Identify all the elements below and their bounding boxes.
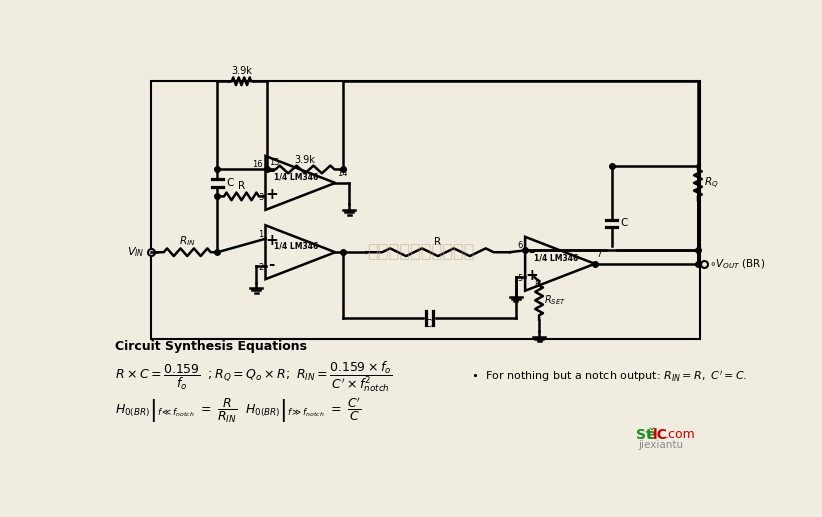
Text: $R \times C = \dfrac{0.159}{f_o}\ \ ;R_Q = Q_o \times R;\ R_{IN} = \dfrac{0.159 : $R \times C = \dfrac{0.159}{f_o}\ \ ;R_Q… <box>115 359 392 394</box>
Text: +: + <box>525 268 538 283</box>
Text: -: - <box>529 245 534 260</box>
Text: 3: 3 <box>258 193 263 203</box>
Text: 14: 14 <box>337 169 348 178</box>
Text: Circuit Synthesis Equations: Circuit Synthesis Equations <box>115 340 307 353</box>
Text: 5: 5 <box>518 275 523 283</box>
Text: 1/4 LM346: 1/4 LM346 <box>275 241 319 251</box>
Text: C: C <box>621 218 628 229</box>
Text: lC: lC <box>653 428 667 442</box>
Text: 7: 7 <box>597 250 602 259</box>
Text: St: St <box>636 428 653 442</box>
Text: $R_{SET}$: $R_{SET}$ <box>543 294 566 307</box>
Text: -: - <box>269 163 275 178</box>
Text: $\circ V_{OUT}$ (BR): $\circ V_{OUT}$ (BR) <box>709 257 765 270</box>
Text: 8: 8 <box>534 280 540 290</box>
Text: 3.9k: 3.9k <box>294 155 316 164</box>
Text: $R_{IN}$: $R_{IN}$ <box>179 235 196 248</box>
Text: $H_{0(BR)}\left|_{f \ll f_{notch}}\ =\ \dfrac{R}{R_{IN}}\ \ H_{0(BR)}\right|_{f : $H_{0(BR)}\left|_{f \ll f_{notch}}\ =\ \… <box>115 396 362 425</box>
Text: 3.9k: 3.9k <box>231 66 252 77</box>
Text: $R_Q$: $R_Q$ <box>704 176 718 191</box>
Text: R: R <box>434 237 441 247</box>
Text: +: + <box>266 233 278 248</box>
Text: 1: 1 <box>258 230 263 239</box>
Text: $\bullet$  For nothing but a notch output: $R_{IN} = R,\ C^{\prime} = C.$: $\bullet$ For nothing but a notch output… <box>471 370 747 385</box>
Text: jiexiantu: jiexiantu <box>638 440 683 450</box>
Bar <box>150 81 700 339</box>
Text: 2: 2 <box>258 263 263 272</box>
Text: 杭州将睿科技有限公司: 杭州将睿科技有限公司 <box>367 243 475 261</box>
Text: 1/4 LM346: 1/4 LM346 <box>275 172 319 181</box>
Text: R: R <box>238 181 245 191</box>
Text: 6: 6 <box>517 241 523 250</box>
Text: .com: .com <box>665 428 695 441</box>
Text: -: - <box>269 256 275 271</box>
Text: C': C' <box>424 319 435 329</box>
Text: C: C <box>227 178 234 188</box>
Text: $V_{IN}$: $V_{IN}$ <box>127 246 145 259</box>
Text: 15: 15 <box>269 158 279 167</box>
Text: 16: 16 <box>252 160 263 170</box>
Text: ě: ě <box>647 428 656 442</box>
Text: 1/4 LM346: 1/4 LM346 <box>534 253 578 262</box>
Text: +: + <box>266 187 278 202</box>
